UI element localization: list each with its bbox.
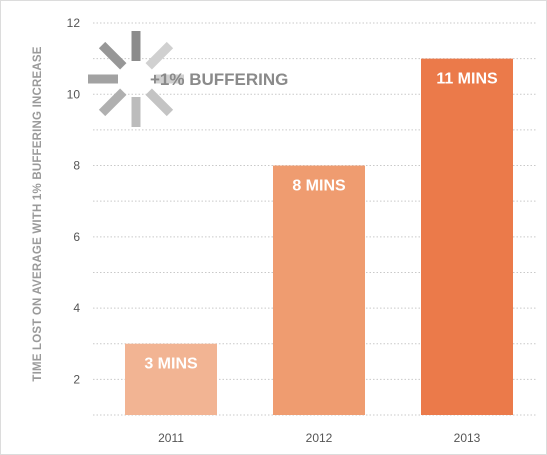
spinner-spoke	[98, 88, 127, 117]
y-tick-label: 6	[73, 230, 80, 244]
bar	[421, 58, 513, 416]
y-axis-label: TIME LOST ON AVERAGE WITH 1% BUFFERING I…	[32, 46, 44, 381]
buffering-annotation: +1% BUFFERING	[150, 70, 288, 89]
x-tick-label: 2011	[158, 431, 184, 445]
spinner-spoke	[145, 88, 174, 117]
spinner-spoke	[145, 41, 174, 70]
x-tick-label: 2013	[454, 431, 481, 445]
bar	[125, 343, 217, 415]
y-tick-label: 8	[73, 159, 80, 173]
y-tick-label: 2	[73, 372, 80, 386]
buffering-spinner-icon	[88, 31, 184, 127]
bar-data-label: 11 MINS	[436, 71, 498, 88]
x-axis-ticks: 2011 2012 2013	[158, 431, 481, 445]
buffering-legend: +1% BUFFERING	[88, 31, 288, 127]
x-tick-label: 2012	[306, 431, 333, 445]
bar-data-label: 8 MINS	[292, 178, 346, 195]
bars: 3 MINS 8 MINS 11 MINS	[125, 58, 513, 416]
y-axis-ticks: 2 4 6 8 10 12	[67, 16, 81, 386]
bar	[273, 165, 365, 415]
y-tick-label: 10	[67, 87, 81, 101]
y-tick-label: 4	[73, 301, 80, 315]
spinner-spoke	[98, 41, 127, 70]
bar-data-label: 3 MINS	[144, 356, 198, 373]
y-tick-label: 12	[67, 16, 81, 30]
